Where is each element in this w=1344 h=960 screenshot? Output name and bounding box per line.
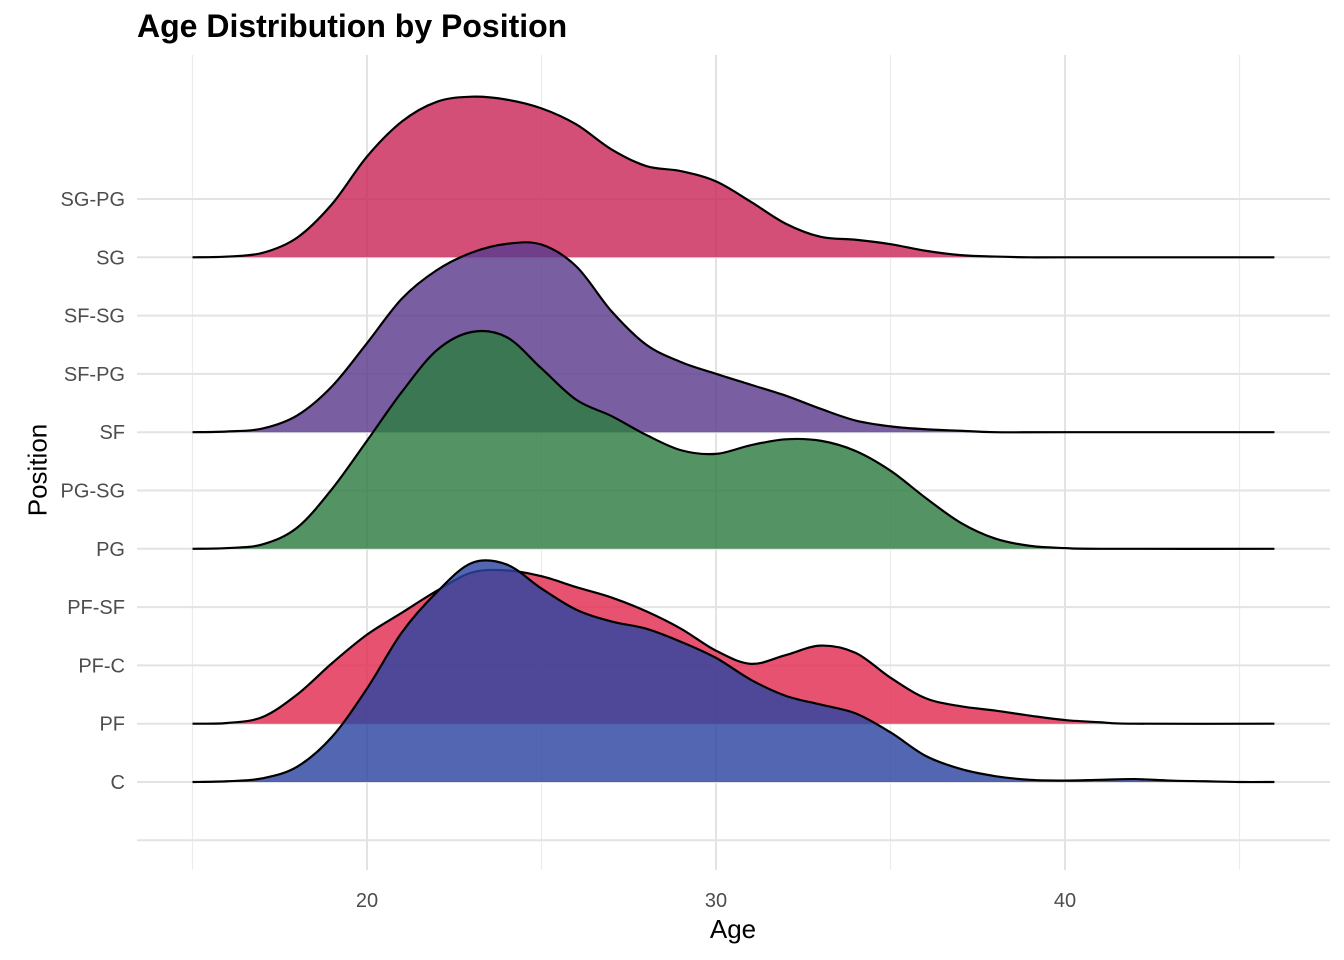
y-axis-title: Position — [22, 423, 53, 517]
y-tick-label: SF — [99, 422, 125, 444]
chart-title: Age Distribution by Position — [137, 8, 568, 44]
y-tick-label: PF — [99, 714, 125, 736]
ridge-area-pg — [192, 330, 1275, 549]
y-tick-label: SG-PG — [61, 189, 125, 211]
ridge-line-sg — [192, 95, 1275, 259]
y-tick-label: PF-SF — [67, 597, 125, 619]
ridge-line-pg — [192, 329, 1275, 550]
y-tick-label: C — [111, 772, 125, 794]
y-tick-label: PG — [96, 539, 125, 561]
x-tick-label: 40 — [1054, 890, 1076, 912]
y-tick-label: SG — [96, 247, 125, 269]
ridge-area-sf — [192, 242, 1275, 433]
ridge-line-pf — [192, 568, 1275, 725]
x-tick-label: 30 — [705, 890, 727, 912]
ridge-area-sg — [192, 96, 1275, 258]
ridge-line-c — [192, 559, 1275, 784]
x-axis-title: Age — [709, 914, 757, 944]
y-tick-label: PG-SG — [61, 481, 125, 503]
ridge-line-sf — [192, 241, 1275, 434]
x-tick-label: 20 — [356, 890, 378, 912]
ridge-area-c — [192, 560, 1275, 783]
tick-labels: C PF PF-C PF-SF PG PG-SG SF SF-PG SF-SG SG SG-PG 20… — [61, 189, 1077, 912]
ridges — [192, 95, 1275, 784]
y-tick-label: PF-C — [78, 655, 125, 677]
y-tick-label: SF-SG — [64, 306, 125, 328]
y-tick-label: SF-PG — [64, 364, 125, 386]
